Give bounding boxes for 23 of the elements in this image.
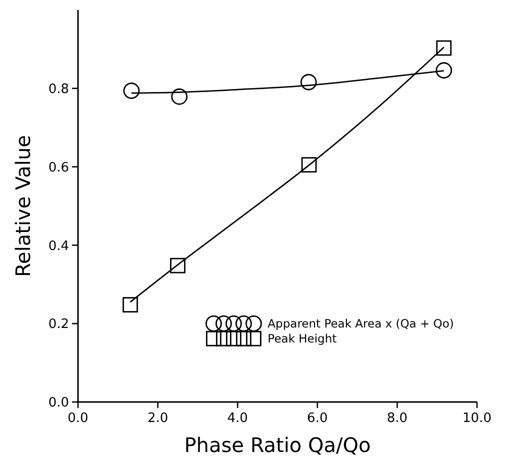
x-tick-label: 10.0 (462, 411, 492, 426)
y-axis-title: Relative Value (11, 135, 35, 277)
point (300, 74, 317, 90)
point (123, 82, 140, 99)
legend-label: Peak Height (268, 332, 338, 346)
point (122, 297, 138, 312)
point (436, 40, 452, 56)
point (171, 88, 188, 105)
x-tick-label: 0.0 (68, 411, 88, 426)
point (301, 157, 317, 173)
y-tick-label: 0.2 (48, 317, 69, 332)
point (436, 62, 452, 79)
x-tick-label: 8.0 (386, 411, 408, 426)
legend-label: Apparent Peak Area x (Qa + Qo) (268, 316, 454, 331)
y-tick-label: 0.4 (48, 238, 69, 254)
x-tick-label: 4.0 (227, 411, 248, 426)
y-tick-label: 0.0 (48, 396, 69, 411)
x-tick-label: 2.0 (147, 411, 168, 426)
y-tick-label: 0.8 (48, 82, 69, 97)
y-tick-label: 0.6 (48, 160, 69, 176)
x-tick-label: 6.0 (307, 411, 328, 426)
point (170, 258, 186, 274)
x-axis-title: Phase Ratio Qa/Qo (184, 433, 371, 457)
